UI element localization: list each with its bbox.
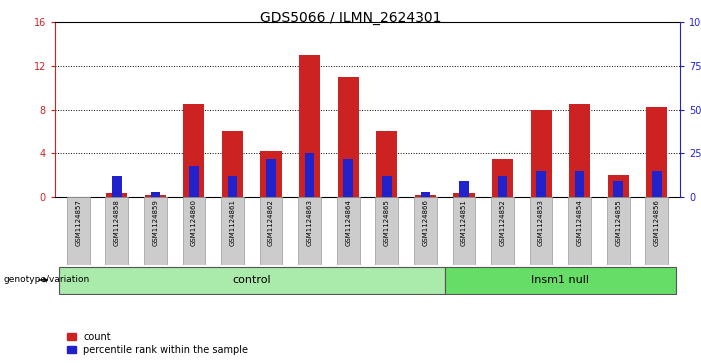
Text: GSM1124856: GSM1124856 bbox=[654, 199, 660, 246]
Text: Insm1 null: Insm1 null bbox=[531, 275, 590, 285]
Bar bbox=[415, 195, 436, 197]
Bar bbox=[261, 151, 282, 197]
Text: GSM1124861: GSM1124861 bbox=[229, 199, 236, 246]
Text: GSM1124866: GSM1124866 bbox=[423, 199, 428, 246]
Bar bbox=[338, 77, 359, 197]
Bar bbox=[151, 192, 160, 197]
FancyBboxPatch shape bbox=[67, 197, 90, 265]
Bar bbox=[144, 195, 166, 197]
FancyBboxPatch shape bbox=[530, 197, 552, 265]
Bar bbox=[652, 171, 662, 197]
Bar bbox=[498, 176, 508, 197]
Bar bbox=[459, 181, 469, 197]
Text: GSM1124860: GSM1124860 bbox=[191, 199, 197, 246]
Bar bbox=[531, 110, 552, 197]
Bar bbox=[536, 171, 546, 197]
FancyBboxPatch shape bbox=[221, 197, 244, 265]
Text: genotype/variation: genotype/variation bbox=[4, 276, 90, 285]
Bar bbox=[569, 104, 590, 197]
FancyBboxPatch shape bbox=[336, 197, 360, 265]
FancyBboxPatch shape bbox=[182, 197, 205, 265]
Text: GSM1124854: GSM1124854 bbox=[577, 199, 583, 246]
FancyBboxPatch shape bbox=[607, 197, 629, 265]
Bar bbox=[575, 171, 585, 197]
Bar bbox=[106, 193, 128, 197]
Text: GSM1124864: GSM1124864 bbox=[345, 199, 351, 246]
FancyBboxPatch shape bbox=[59, 266, 444, 294]
Text: GSM1124865: GSM1124865 bbox=[383, 199, 390, 246]
FancyBboxPatch shape bbox=[414, 197, 437, 265]
Text: control: control bbox=[233, 275, 271, 285]
Bar bbox=[189, 166, 198, 197]
Legend: count, percentile rank within the sample: count, percentile rank within the sample bbox=[67, 331, 248, 355]
Text: GDS5066 / ILMN_2624301: GDS5066 / ILMN_2624301 bbox=[260, 11, 441, 25]
Bar bbox=[228, 176, 237, 197]
Text: GSM1124859: GSM1124859 bbox=[152, 199, 158, 246]
Bar bbox=[382, 176, 392, 197]
Bar bbox=[608, 175, 629, 197]
Text: GSM1124855: GSM1124855 bbox=[615, 199, 621, 246]
FancyBboxPatch shape bbox=[646, 197, 668, 265]
FancyBboxPatch shape bbox=[569, 197, 591, 265]
FancyBboxPatch shape bbox=[453, 197, 475, 265]
Text: GSM1124862: GSM1124862 bbox=[268, 199, 274, 246]
FancyBboxPatch shape bbox=[491, 197, 514, 265]
FancyBboxPatch shape bbox=[376, 197, 398, 265]
FancyBboxPatch shape bbox=[105, 197, 128, 265]
Bar bbox=[613, 181, 623, 197]
FancyBboxPatch shape bbox=[444, 266, 676, 294]
Bar bbox=[305, 153, 315, 197]
Bar bbox=[343, 159, 353, 197]
FancyBboxPatch shape bbox=[259, 197, 283, 265]
Bar bbox=[266, 159, 275, 197]
Bar bbox=[183, 104, 205, 197]
Text: GSM1124857: GSM1124857 bbox=[75, 199, 81, 246]
Text: GSM1124853: GSM1124853 bbox=[538, 199, 544, 246]
Text: GSM1124852: GSM1124852 bbox=[500, 199, 505, 246]
Bar bbox=[112, 176, 121, 197]
FancyBboxPatch shape bbox=[298, 197, 321, 265]
Bar bbox=[299, 55, 320, 197]
FancyBboxPatch shape bbox=[144, 197, 167, 265]
Bar bbox=[492, 159, 513, 197]
Bar bbox=[646, 107, 667, 197]
Bar bbox=[222, 131, 243, 197]
Text: GSM1124858: GSM1124858 bbox=[114, 199, 120, 246]
Bar bbox=[421, 192, 430, 197]
Bar bbox=[376, 131, 397, 197]
Text: GSM1124863: GSM1124863 bbox=[306, 199, 313, 246]
Bar bbox=[454, 193, 475, 197]
Text: GSM1124851: GSM1124851 bbox=[461, 199, 467, 246]
